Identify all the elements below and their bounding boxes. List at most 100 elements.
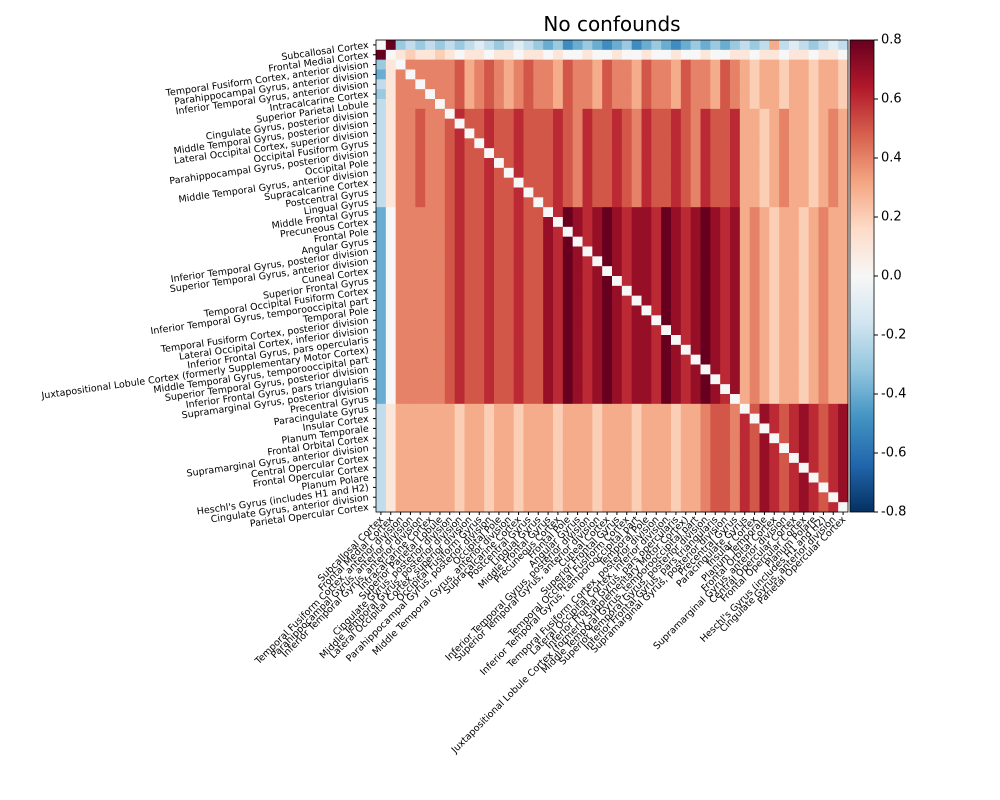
heatmap-cell bbox=[730, 443, 741, 454]
heatmap-cell bbox=[710, 158, 721, 169]
heatmap-cell bbox=[789, 472, 800, 483]
heatmap-cell bbox=[602, 325, 613, 336]
heatmap-cell bbox=[405, 69, 416, 80]
heatmap-cell bbox=[582, 128, 593, 139]
heatmap-cell bbox=[513, 40, 524, 51]
heatmap-cell bbox=[376, 246, 387, 257]
heatmap-cell bbox=[395, 217, 406, 228]
heatmap-cell bbox=[435, 413, 446, 424]
heatmap-cell bbox=[454, 502, 465, 513]
heatmap-cell bbox=[612, 394, 623, 405]
heatmap-cell bbox=[376, 207, 387, 218]
heatmap-cell bbox=[700, 354, 711, 365]
heatmap-cell bbox=[405, 217, 416, 228]
heatmap-cell bbox=[503, 59, 515, 70]
heatmap-cell bbox=[838, 325, 849, 336]
heatmap-cell bbox=[661, 59, 672, 70]
heatmap-cell bbox=[828, 453, 839, 464]
heatmap-cell bbox=[828, 502, 839, 513]
heatmap-cell bbox=[651, 128, 662, 139]
heatmap-cell bbox=[415, 207, 426, 218]
heatmap-cell bbox=[661, 217, 672, 228]
heatmap-cell bbox=[789, 335, 800, 346]
heatmap-cell bbox=[730, 472, 741, 483]
heatmap-cell bbox=[798, 246, 810, 257]
heatmap-cell bbox=[444, 305, 456, 316]
heatmap-cell bbox=[533, 266, 544, 277]
heatmap-cell bbox=[690, 433, 701, 444]
heatmap-cell bbox=[435, 197, 446, 208]
heatmap-cell bbox=[838, 207, 849, 218]
heatmap-cell bbox=[425, 394, 436, 405]
heatmap-cell bbox=[818, 59, 829, 70]
heatmap-cell bbox=[572, 69, 583, 80]
heatmap-cell bbox=[720, 423, 731, 434]
heatmap-cell bbox=[474, 49, 485, 61]
heatmap-cell bbox=[838, 384, 849, 395]
heatmap-cell bbox=[464, 138, 475, 149]
heatmap-cell bbox=[631, 138, 642, 149]
heatmap-cell bbox=[385, 59, 397, 70]
heatmap-cell bbox=[562, 167, 574, 179]
heatmap-cell bbox=[405, 256, 416, 267]
heatmap-cell bbox=[562, 276, 574, 287]
heatmap-cell bbox=[641, 69, 652, 80]
heatmap-cell bbox=[415, 472, 426, 483]
heatmap-cell bbox=[405, 502, 416, 513]
heatmap-cell bbox=[838, 285, 849, 297]
heatmap-cell bbox=[798, 187, 810, 198]
heatmap-cell bbox=[739, 472, 751, 483]
heatmap-cell bbox=[641, 472, 652, 483]
heatmap-cell bbox=[503, 364, 515, 375]
heatmap-cell bbox=[749, 384, 760, 395]
heatmap-cell bbox=[562, 246, 574, 257]
heatmap-cell bbox=[779, 394, 790, 405]
heatmap-cell bbox=[631, 295, 642, 306]
heatmap-cell bbox=[641, 433, 652, 444]
heatmap-cell bbox=[454, 305, 465, 316]
heatmap-cell bbox=[749, 148, 760, 159]
heatmap-cell bbox=[533, 453, 544, 464]
heatmap-cell bbox=[415, 374, 426, 385]
heatmap-cell bbox=[474, 167, 485, 179]
heatmap-cell bbox=[523, 187, 534, 198]
heatmap-cell bbox=[759, 128, 770, 139]
heatmap-cell bbox=[444, 335, 456, 346]
heatmap-cell bbox=[553, 374, 564, 385]
heatmap-cell bbox=[533, 276, 544, 287]
heatmap-cell bbox=[425, 246, 436, 257]
heatmap-cell bbox=[671, 108, 682, 120]
heatmap-cell bbox=[838, 462, 849, 474]
heatmap-cell bbox=[582, 59, 593, 70]
heatmap-cell bbox=[572, 108, 583, 120]
heatmap-cell bbox=[543, 354, 554, 365]
heatmap-cell bbox=[454, 453, 465, 464]
heatmap-cell bbox=[661, 423, 672, 434]
heatmap-cell bbox=[710, 325, 721, 336]
heatmap-cell bbox=[562, 305, 574, 316]
heatmap-cell bbox=[523, 305, 534, 316]
heatmap-cell bbox=[553, 433, 564, 444]
heatmap-cell bbox=[513, 433, 524, 444]
heatmap-cell bbox=[553, 276, 564, 287]
heatmap-cell bbox=[828, 177, 839, 188]
heatmap-cell bbox=[808, 118, 819, 129]
heatmap-cell bbox=[739, 364, 751, 375]
heatmap-cell bbox=[395, 354, 406, 365]
heatmap-cell bbox=[553, 285, 564, 297]
heatmap-cell bbox=[759, 354, 770, 365]
heatmap-cell bbox=[720, 453, 731, 464]
heatmap-cell bbox=[651, 118, 662, 129]
heatmap-cell bbox=[405, 207, 416, 218]
heatmap-cell bbox=[523, 49, 534, 61]
heatmap-cell bbox=[671, 344, 682, 356]
heatmap-cell bbox=[631, 236, 642, 247]
heatmap-cell bbox=[789, 443, 800, 454]
heatmap-cell bbox=[641, 315, 652, 326]
heatmap-cell bbox=[808, 344, 819, 356]
heatmap-cell bbox=[602, 443, 613, 454]
heatmap-cell bbox=[602, 315, 613, 326]
heatmap-cell bbox=[621, 266, 633, 277]
heatmap-cell bbox=[621, 335, 633, 346]
heatmap-cell bbox=[572, 354, 583, 365]
